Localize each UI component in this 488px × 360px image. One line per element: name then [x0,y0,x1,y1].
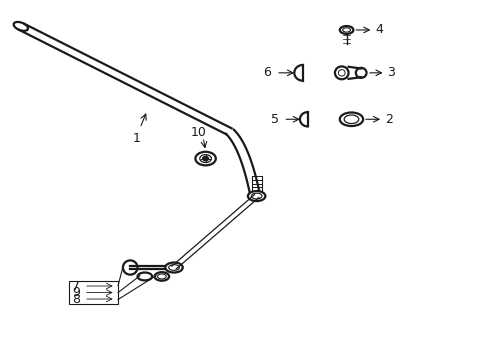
Bar [69,281,118,304]
Text: 10: 10 [191,126,206,139]
Text: 8: 8 [72,293,80,306]
Text: 3: 3 [386,66,394,79]
Circle shape [202,157,208,161]
Text: 1: 1 [132,132,140,145]
Text: 5: 5 [270,113,278,126]
Text: 9: 9 [72,286,80,299]
Text: 2: 2 [385,113,392,126]
Text: 6: 6 [263,66,271,79]
Text: 4: 4 [375,23,383,36]
Text: 7: 7 [72,279,80,293]
